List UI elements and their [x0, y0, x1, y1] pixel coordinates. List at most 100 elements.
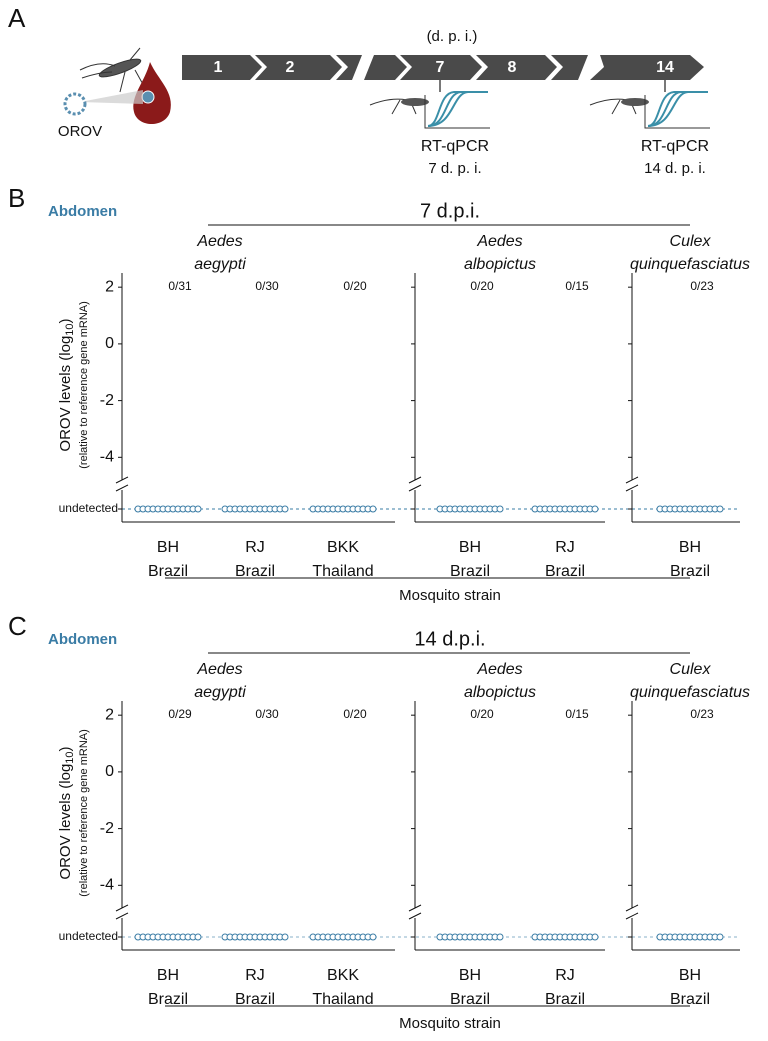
count-label: 0/30 [255, 707, 279, 721]
chevron [400, 55, 482, 80]
strain-label: RJ [245, 967, 265, 984]
panel: B Abdomen 7 d.p.i. OROV levels (log10) (rela… [8, 183, 750, 604]
chevron [336, 55, 362, 80]
mosquito-body [621, 98, 649, 106]
axis-break [115, 476, 129, 492]
mosquito-body [401, 98, 429, 106]
y-tick-label: -2 [100, 820, 114, 837]
undetected-point [496, 505, 504, 513]
axis-break [115, 904, 129, 920]
species-label: Aedes [196, 233, 242, 250]
panel-letter: B [8, 183, 25, 213]
undetected-label: undetected [59, 501, 118, 515]
species-label: Aedes [476, 233, 522, 250]
count-label: 0/20 [470, 707, 494, 721]
undetected-point [591, 505, 599, 513]
strain-label: BH [459, 539, 481, 556]
axes-icon [644, 95, 710, 129]
species-label: albopictus [464, 684, 536, 701]
count-label: 0/20 [343, 707, 367, 721]
panel: C Abdomen 14 d.p.i.OROV levels (log10) (rel… [8, 611, 750, 1032]
strain-label: Brazil [670, 563, 710, 580]
chart-title: 7 d.p.i. [420, 200, 480, 222]
virus-icon [141, 90, 155, 104]
axis-break [408, 904, 422, 920]
species-label: Culex [670, 661, 712, 678]
assay: RT-qPCR 7 d. p. i. [369, 91, 490, 177]
y-tick-label: 0 [105, 335, 114, 352]
virus-label: OROV [58, 123, 102, 140]
species-label: quinquefasciatus [630, 256, 750, 273]
y-label-text: ) [57, 746, 74, 751]
strain-label: BH [157, 539, 179, 556]
strain-label: Brazil [450, 991, 490, 1008]
undetected-point [496, 933, 504, 941]
day-label: 7 [436, 59, 445, 76]
strain-label: Brazil [545, 563, 585, 580]
axis-break [625, 476, 639, 492]
y-label-text: OROV levels (log [57, 336, 74, 452]
assay: RT-qPCR 14 d. p. i. [589, 91, 710, 177]
day-label: 1 [214, 59, 223, 76]
day-label: 2 [286, 59, 295, 76]
y-label-text: ) [57, 318, 74, 323]
strain-label: BKK [327, 539, 359, 556]
undetected-point [369, 933, 377, 941]
mosquito [79, 47, 146, 93]
y-tick-label: -4 [100, 449, 114, 466]
y-axis-label: OROV levels (log10) [57, 318, 76, 451]
axes-icon [424, 95, 490, 129]
axis-break [625, 904, 639, 920]
day-label: 14 [656, 59, 674, 76]
tissue-label: Abdomen [48, 203, 117, 220]
undetected-point [369, 505, 377, 513]
count-label: 0/15 [565, 707, 589, 721]
y-tick-label: 2 [105, 278, 114, 295]
chevron [590, 55, 704, 80]
panel-a: A (d. p. i.) OROV [8, 3, 704, 140]
assay-time: 7 d. p. i. [428, 160, 481, 177]
assay-method: RT-qPCR [641, 138, 709, 155]
undetected-point [591, 933, 599, 941]
y-axis-note: (relative to reference gene mRNA) [78, 301, 90, 469]
species-label: Culex [670, 233, 712, 250]
virus-icon [63, 92, 87, 116]
undetected-point [194, 505, 202, 513]
y-label-text: OROV levels (log [57, 764, 74, 880]
assay-method: RT-qPCR [421, 138, 489, 155]
count-label: 0/29 [168, 707, 192, 721]
count-label: 0/20 [343, 279, 367, 293]
zoom [80, 90, 143, 104]
strain-label: Brazil [235, 563, 275, 580]
dpi-label: (d. p. i.) [427, 28, 478, 45]
undetected-label: undetected [59, 929, 118, 943]
axis-break [408, 476, 422, 492]
strain-label: BKK [327, 967, 359, 984]
count-label: 0/23 [690, 279, 714, 293]
undetected-point [281, 505, 289, 513]
strain-label: Brazil [235, 991, 275, 1008]
strain-label: Brazil [545, 991, 585, 1008]
count-label: 0/30 [255, 279, 279, 293]
chart-title: 14 d.p.i. [414, 628, 485, 650]
y-axis-note: (relative to reference gene mRNA) [78, 729, 90, 897]
strain-label: Brazil [670, 991, 710, 1008]
strain-label: RJ [555, 967, 575, 984]
strain-label: Thailand [312, 991, 373, 1008]
y-label-sub: 10 [64, 751, 76, 763]
panel-letter: A [8, 3, 26, 33]
strain-label: BH [459, 967, 481, 984]
y-axis-label: OROV levels (log10) [57, 746, 76, 879]
undetected-point [716, 505, 724, 513]
strain-label: BH [679, 967, 701, 984]
strain-label: RJ [555, 539, 575, 556]
qpcr-curve [427, 91, 488, 127]
timeline [182, 55, 704, 80]
x-axis-label: Mosquito strain [399, 1015, 501, 1032]
strain-label: Brazil [148, 991, 188, 1008]
species-label: albopictus [464, 256, 536, 273]
species-label: Aedes [196, 661, 242, 678]
y-tick-label: -4 [100, 877, 114, 894]
strain-label: BH [679, 539, 701, 556]
panel-letter: C [8, 611, 27, 641]
